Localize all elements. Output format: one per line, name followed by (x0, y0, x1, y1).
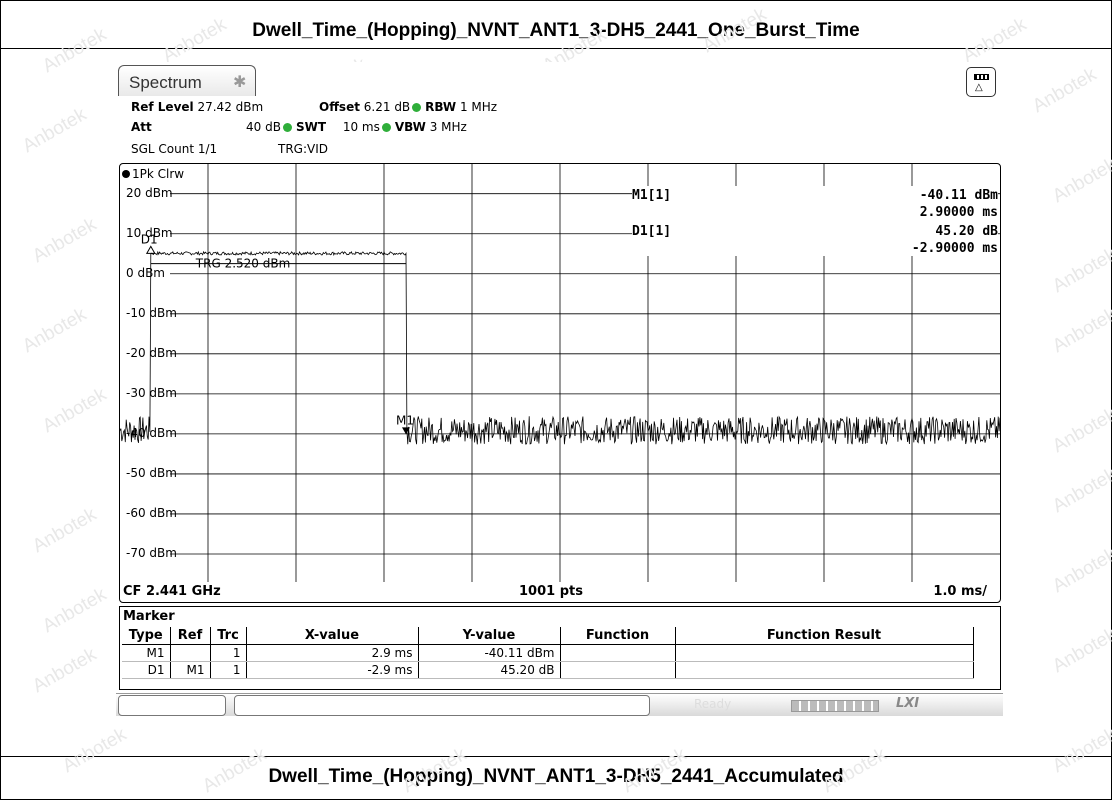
ref-level-value: 27.42 dBm (197, 100, 264, 114)
offset-label: Offset (319, 100, 360, 114)
ref-level: Ref Level 27.42 dBm (131, 100, 263, 114)
row-function (560, 644, 676, 662)
swt-value: 10 ms (342, 120, 380, 134)
progress-indicator (791, 700, 879, 712)
row-function-result (675, 661, 974, 679)
row-type: D1 (122, 661, 171, 679)
rbw-label: RBW (425, 100, 457, 114)
status-dot-icon (282, 123, 292, 132)
m1-marker-label: M1 (396, 413, 414, 427)
m1-marker-icon (402, 427, 410, 435)
title-divider-bottom (0, 756, 1112, 757)
row-y-value: 45.20 dB (418, 661, 561, 679)
y-tick-label: -20 dBm (126, 345, 177, 360)
y-tick-label: 10 dBm (126, 225, 173, 240)
status-dot-icon (381, 123, 391, 132)
marker-table-header: Type Ref Trc X-value Y-value Function Fu… (122, 627, 974, 645)
pin-star-icon: ✱ (233, 72, 247, 91)
y-tick-label: -70 dBm (126, 545, 177, 560)
row-function (560, 661, 676, 679)
trigger-source: TRG:VID (278, 142, 328, 156)
col-type: Type (122, 627, 171, 645)
status-field-message[interactable] (234, 695, 650, 716)
point-count: 1001 pts (519, 584, 583, 599)
y-tick-label: -40 dBm (126, 425, 177, 440)
trace-tag-label: 1Pk Clrw (132, 167, 185, 181)
d1-marker-label: D1 (141, 232, 158, 246)
row-function-result (675, 644, 974, 662)
col-x-value: X-value (246, 627, 419, 645)
col-function-result: Function Result (675, 627, 974, 645)
triangle-icon: △ (975, 82, 983, 93)
title-divider-top (0, 48, 1112, 49)
row-x-value: 2.9 ms (246, 644, 419, 662)
graph-footer: CF 2.441 GHz 1001 pts 1.0 ms/ (119, 582, 1001, 603)
att: Att (131, 120, 152, 134)
m1-info-label: M1[1] (632, 188, 672, 203)
row-ref (170, 644, 211, 662)
time-per-division: 1.0 ms/ (933, 584, 987, 599)
table-row[interactable]: D1 M1 1 -2.9 ms 45.20 dB (122, 661, 974, 679)
display-grid-icon (974, 74, 989, 80)
offset: Offset 6.21 dB RBW 1 MHz (319, 100, 497, 114)
report-title-top: Dwell_Time_(Hopping)_NVNT_ANT1_3-DH5_244… (252, 20, 860, 41)
marker-table-panel: Marker Type Ref Trc X-value Y-value Func… (119, 606, 1001, 690)
analyzer-screen: Spectrum ✱ △ Ref Level 27.42 dBm Offset … (116, 62, 1003, 716)
d1-info-y: 45.20 dB (935, 224, 998, 239)
row-type: M1 (122, 644, 171, 662)
y-tick-label: -10 dBm (126, 305, 177, 320)
row-ref: M1 (170, 661, 211, 679)
lxi-logo: LXI (896, 696, 920, 711)
trace-dot-icon (122, 170, 130, 178)
m1-info-x: 2.90000 ms (919, 205, 998, 220)
trace-line (120, 250, 1000, 446)
trigger-level-label: TRG 2.520 dBm (195, 257, 290, 271)
ref-level-label: Ref Level (131, 100, 194, 114)
report-title-bottom: Dwell_Time_(Hopping)_NVNT_ANT1_3-DH5_244… (268, 766, 844, 787)
trace-tag: 1Pk Clrw (122, 167, 184, 181)
center-frequency: CF 2.441 GHz (123, 584, 221, 599)
tab-spectrum-label: Spectrum (129, 73, 202, 92)
marker-table-title: Marker (123, 609, 175, 624)
vbw-label: VBW (394, 120, 426, 134)
display-config-button[interactable]: △ (966, 67, 996, 97)
att-swt-vbw: 40 dB SWT 10 ms VBW 3 MHz (246, 120, 467, 134)
row-trc: 1 (210, 644, 247, 662)
marker-table: Type Ref Trc X-value Y-value Function Fu… (122, 627, 974, 679)
table-row[interactable]: M1 1 2.9 ms -40.11 dBm (122, 644, 974, 662)
y-tick-label: 20 dBm (126, 185, 173, 200)
swt-label: SWT (295, 120, 327, 134)
d1-info-x: -2.90000 ms (911, 241, 998, 256)
y-tick-label: -60 dBm (126, 505, 177, 520)
rbw-value: 1 MHz (459, 100, 498, 114)
y-tick-label: 0 dBm (126, 265, 165, 280)
sgl-count: SGL Count 1/1 (131, 142, 218, 156)
row-y-value: -40.11 dBm (418, 644, 561, 662)
row-trc: 1 (210, 661, 247, 679)
vbw-value: 3 MHz (429, 120, 467, 134)
att-label: Att (131, 120, 152, 134)
col-trc: Trc (210, 627, 247, 645)
att-value: 40 dB (246, 120, 281, 134)
col-ref: Ref (170, 627, 211, 645)
m1-info-y: -40.11 dBm (919, 188, 998, 203)
col-y-value: Y-value (418, 627, 561, 645)
y-tick-label: -50 dBm (126, 465, 177, 480)
spectrum-graph[interactable]: TRG 2.520 dBm D1 M1 1Pk Clrw 20 dBm 10 dBm 0… (119, 163, 1001, 603)
offset-value: 6.21 dB (363, 100, 411, 114)
d1-marker-icon (145, 245, 156, 254)
col-function: Function (560, 627, 676, 645)
status-text: Ready (694, 697, 732, 711)
row-x-value: -2.9 ms (246, 661, 419, 679)
tab-spectrum[interactable]: Spectrum ✱ (118, 65, 256, 96)
d1-info-label: D1[1] (632, 224, 672, 239)
status-field-left[interactable] (118, 695, 226, 716)
y-tick-label: -30 dBm (126, 385, 177, 400)
marker-info-box: M1[1] -40.11 dBm 2.90000 ms D1[1] 45.20 … (632, 186, 998, 256)
status-bar: Ready LXI (116, 693, 1003, 716)
status-dot-icon (412, 103, 422, 112)
